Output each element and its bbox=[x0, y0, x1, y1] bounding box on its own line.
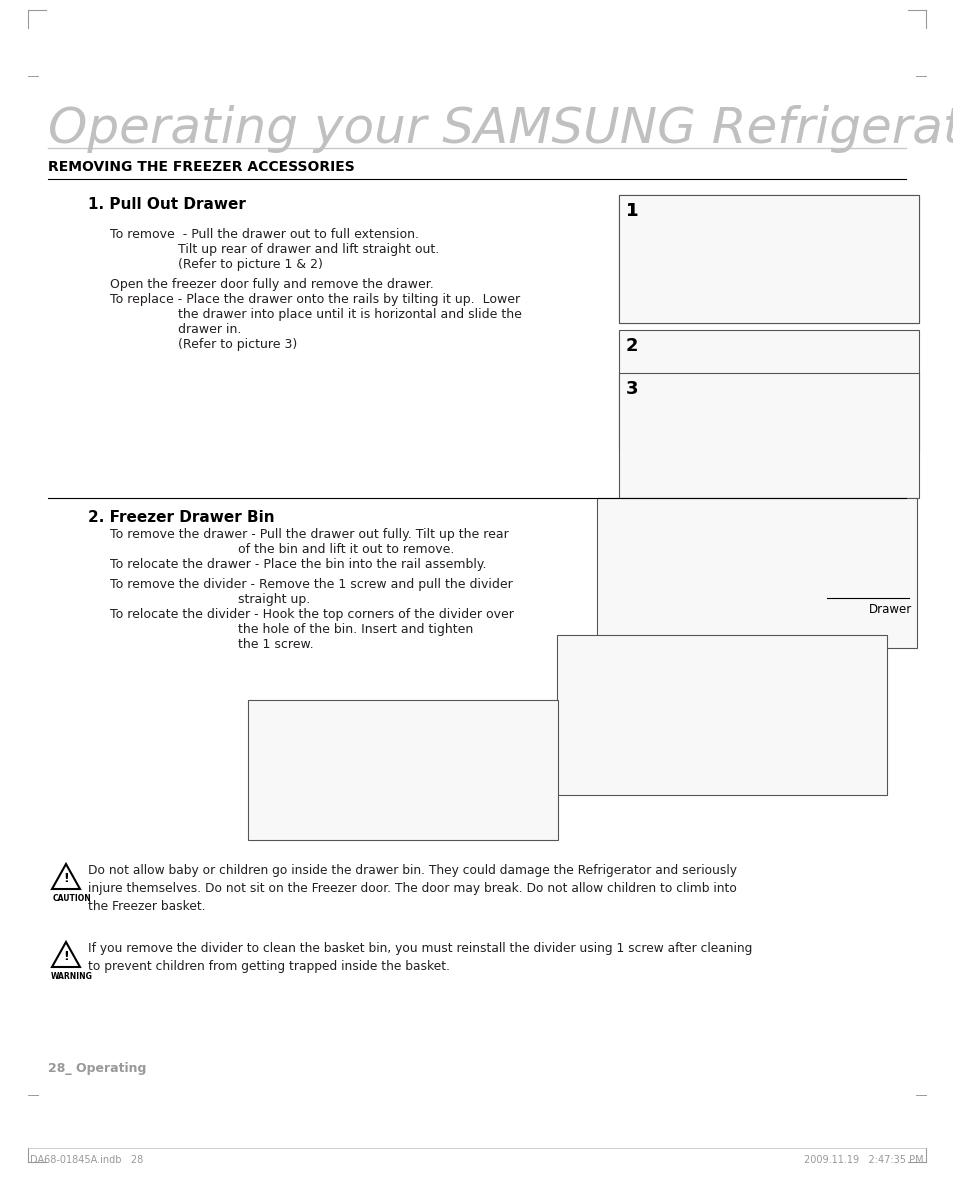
Text: drawer in.: drawer in. bbox=[178, 322, 241, 336]
Bar bbox=[597, 497, 916, 649]
Text: !: ! bbox=[63, 950, 69, 963]
Text: the drawer into place until it is horizontal and slide the: the drawer into place until it is horizo… bbox=[178, 308, 521, 321]
Text: 1. Pull Out Drawer: 1. Pull Out Drawer bbox=[88, 198, 246, 212]
Bar bbox=[618, 372, 918, 497]
Text: 2. Freezer Drawer Bin: 2. Freezer Drawer Bin bbox=[88, 511, 274, 525]
Bar bbox=[618, 195, 918, 322]
Text: If you remove the divider to clean the basket bin, you must reinstall the divide: If you remove the divider to clean the b… bbox=[88, 942, 752, 973]
Text: DA68-01845A.indb   28: DA68-01845A.indb 28 bbox=[30, 1155, 143, 1165]
Text: Drawer: Drawer bbox=[868, 603, 911, 616]
Text: To remove the divider - Remove the 1 screw and pull the divider: To remove the divider - Remove the 1 scr… bbox=[110, 578, 512, 591]
Text: To relocate the divider - Hook the top corners of the divider over: To relocate the divider - Hook the top c… bbox=[110, 608, 514, 621]
Text: (Refer to picture 1 & 2): (Refer to picture 1 & 2) bbox=[178, 258, 322, 271]
Text: Do not allow baby or children go inside the drawer bin. They could damage the Re: Do not allow baby or children go inside … bbox=[88, 864, 737, 913]
Text: WARNING: WARNING bbox=[51, 972, 92, 981]
Text: of the bin and lift it out to remove.: of the bin and lift it out to remove. bbox=[237, 543, 454, 556]
Bar bbox=[557, 635, 886, 795]
Text: CAUTION: CAUTION bbox=[53, 894, 91, 903]
Text: straight up.: straight up. bbox=[237, 593, 310, 606]
Text: Tilt up rear of drawer and lift straight out.: Tilt up rear of drawer and lift straight… bbox=[178, 243, 438, 256]
Text: (Refer to picture 3): (Refer to picture 3) bbox=[178, 338, 297, 351]
Text: To replace - Place the drawer onto the rails by tilting it up.  Lower: To replace - Place the drawer onto the r… bbox=[110, 293, 519, 306]
Text: To remove  - Pull the drawer out to full extension.: To remove - Pull the drawer out to full … bbox=[110, 228, 418, 242]
Text: 3: 3 bbox=[625, 380, 638, 397]
Bar bbox=[618, 195, 918, 322]
Text: 1: 1 bbox=[625, 202, 638, 220]
Polygon shape bbox=[52, 864, 80, 889]
Text: Operating your SAMSUNG Refrigerator: Operating your SAMSUNG Refrigerator bbox=[48, 105, 953, 154]
Text: the 1 screw.: the 1 screw. bbox=[237, 638, 314, 651]
Text: 2009.11.19   2:47:35 PM: 2009.11.19 2:47:35 PM bbox=[803, 1155, 923, 1165]
Text: !: ! bbox=[63, 872, 69, 885]
Text: the hole of the bin. Insert and tighten: the hole of the bin. Insert and tighten bbox=[237, 624, 473, 635]
Bar bbox=[618, 330, 918, 450]
Text: Open the freezer door fully and remove the drawer.: Open the freezer door fully and remove t… bbox=[110, 278, 434, 292]
Text: To remove the drawer - Pull the drawer out fully. Tilt up the rear: To remove the drawer - Pull the drawer o… bbox=[110, 528, 508, 541]
Text: To relocate the drawer - Place the bin into the rail assembly.: To relocate the drawer - Place the bin i… bbox=[110, 558, 486, 571]
Text: REMOVING THE FREEZER ACCESSORIES: REMOVING THE FREEZER ACCESSORIES bbox=[48, 159, 355, 174]
Text: 28_ Operating: 28_ Operating bbox=[48, 1061, 146, 1075]
Text: 1: 1 bbox=[625, 202, 638, 220]
Text: 2: 2 bbox=[625, 337, 638, 355]
Bar bbox=[248, 700, 558, 840]
Polygon shape bbox=[52, 942, 80, 967]
